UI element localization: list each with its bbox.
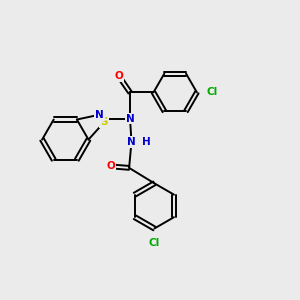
Text: N: N bbox=[127, 137, 136, 147]
Text: O: O bbox=[106, 161, 115, 171]
Text: Cl: Cl bbox=[206, 87, 218, 98]
Text: H: H bbox=[142, 137, 151, 147]
Text: N: N bbox=[126, 113, 134, 124]
Text: O: O bbox=[114, 71, 123, 81]
Text: N: N bbox=[95, 110, 104, 120]
Text: S: S bbox=[100, 117, 108, 128]
Text: Cl: Cl bbox=[149, 238, 160, 248]
